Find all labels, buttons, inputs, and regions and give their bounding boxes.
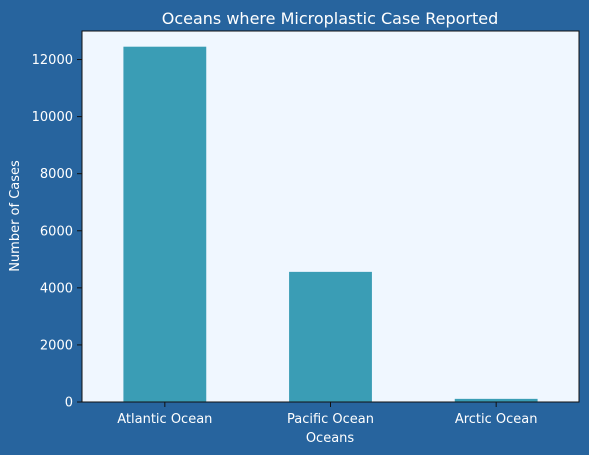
- x-tick-label: Pacific Ocean: [287, 412, 374, 427]
- y-axis-ticks: 0 2000 4000 6000 8000 10000 12000: [32, 53, 82, 411]
- chart-title: Oceans where Microplastic Case Reported: [162, 9, 499, 28]
- plot-frame: [81, 30, 580, 403]
- bar-atlantic-ocean: [123, 46, 207, 402]
- y-tick-label: 8000: [40, 167, 73, 182]
- y-tick-label: 10000: [32, 110, 73, 125]
- x-tick-label: Atlantic Ocean: [117, 412, 212, 427]
- bar-pacific-ocean: [289, 271, 372, 402]
- bar-arctic-ocean: [454, 398, 538, 402]
- y-tick-label: 6000: [40, 224, 73, 239]
- y-tick-label: 4000: [40, 281, 73, 296]
- y-tick-label: 0: [65, 396, 73, 411]
- y-tick-label: 12000: [32, 53, 73, 68]
- y-tick-label: 2000: [40, 338, 73, 353]
- bars: [123, 46, 538, 402]
- x-axis-ticks: Atlantic Ocean Pacific Ocean Arctic Ocean: [117, 402, 538, 427]
- x-axis-label: Oceans: [306, 431, 355, 446]
- y-axis-label: Number of Cases: [8, 160, 23, 272]
- x-tick-label: Arctic Ocean: [455, 412, 538, 427]
